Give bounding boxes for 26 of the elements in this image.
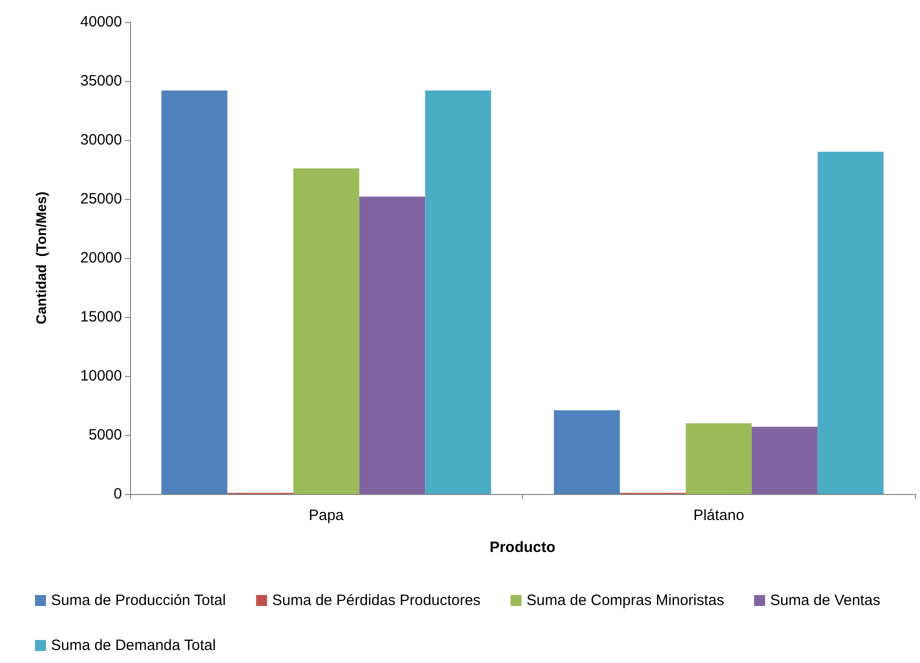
- x-axis-title: Producto: [490, 539, 556, 556]
- y-tick-label: 20000: [80, 250, 122, 266]
- bar: [752, 426, 818, 494]
- legend-label: Suma de Producción Total: [51, 592, 226, 609]
- x-tick-label: Plátano: [693, 507, 744, 524]
- y-tick-label: 0: [114, 486, 122, 502]
- legend-label: Suma de Pérdidas Productores: [272, 592, 481, 609]
- y-tick-label: 30000: [80, 132, 122, 148]
- y-tick-label: 25000: [80, 190, 122, 208]
- bar: [359, 196, 426, 494]
- legend-label: Suma de Demanda Total: [51, 637, 216, 654]
- legend-label: Suma de Ventas: [770, 592, 880, 609]
- bar: [686, 423, 752, 494]
- y-tick-label: 15000: [80, 308, 122, 326]
- y-tick-label: 5000: [88, 426, 122, 444]
- y-tick-label: 40000: [80, 14, 122, 30]
- x-tick-label: Papa: [308, 507, 344, 524]
- bar: [425, 90, 492, 494]
- legend-label: Suma de Compras Minoristas: [526, 592, 724, 609]
- bar: [293, 168, 360, 494]
- bar: [818, 152, 884, 494]
- y-axis-title: Cantidad (Ton/Mes): [33, 192, 49, 324]
- y-tick-label: 10000: [80, 368, 122, 384]
- bar: [161, 90, 228, 494]
- y-tick-label: 35000: [80, 72, 122, 90]
- bar: [554, 410, 620, 494]
